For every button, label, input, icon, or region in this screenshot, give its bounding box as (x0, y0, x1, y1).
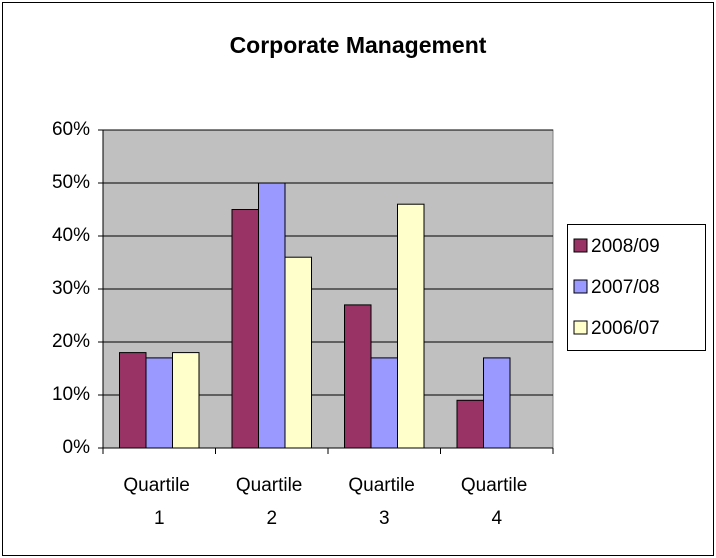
bar (397, 203, 425, 449)
legend-swatch (573, 320, 588, 335)
y-tick-label: 50% (52, 172, 90, 193)
legend-label: 2007/08 (591, 277, 660, 298)
legend-swatch (573, 238, 588, 253)
bar (483, 357, 511, 449)
legend-box (567, 224, 706, 351)
x-tick-label: Quartile 2 (236, 475, 308, 529)
bar (344, 304, 372, 449)
legend-label: 2008/09 (591, 236, 660, 257)
bar (456, 399, 484, 449)
y-tick-label: 30% (52, 278, 90, 299)
legend-label: 2006/07 (591, 318, 660, 339)
chart-title: Corporate Management (230, 32, 487, 58)
y-tick-label: 20% (52, 331, 90, 352)
bar (145, 357, 173, 449)
bar (172, 352, 200, 449)
bar (284, 256, 312, 449)
x-tick-label: Quartile 3 (348, 475, 420, 529)
x-tick-label: Quartile 4 (461, 475, 533, 529)
bar (370, 357, 398, 449)
y-tick-label: 0% (63, 437, 91, 458)
y-tick-label: 60% (52, 119, 90, 140)
y-tick-label: 40% (52, 225, 90, 246)
legend-swatch (573, 279, 588, 294)
bar (231, 209, 259, 449)
bar (258, 182, 286, 449)
y-tick-label: 10% (52, 384, 90, 405)
x-tick-label: Quartile 1 (123, 475, 195, 529)
bar (119, 352, 147, 449)
